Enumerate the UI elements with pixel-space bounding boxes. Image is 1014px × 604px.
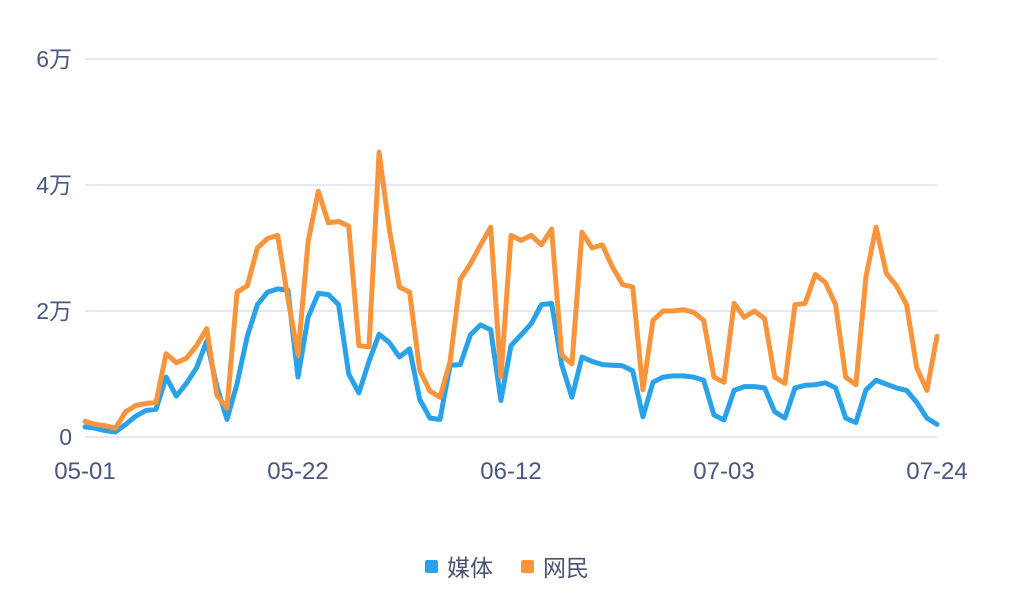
x-axis-tick-label: 05-22 — [267, 458, 329, 485]
y-axis-tick-label: 0 — [59, 424, 72, 450]
legend-item-netizen[interactable]: 网民 — [521, 549, 589, 583]
y-axis-tick-label: 2万 — [36, 298, 72, 324]
netizen-series-marker-icon — [521, 559, 534, 573]
x-axis-tick-label: 05-01 — [54, 458, 116, 485]
y-axis-tick-label: 4万 — [36, 172, 72, 198]
x-axis-tick-label: 07-03 — [693, 458, 755, 485]
x-axis-tick-label: 07-24 — [906, 458, 968, 485]
media-trend-line[interactable] — [82, 286, 940, 435]
netizen-trend-line[interactable] — [82, 149, 940, 431]
y-axis-tick-label: 6万 — [36, 46, 72, 72]
media-series-marker-icon — [425, 559, 438, 573]
x-axis-tick-label: 06-12 — [480, 458, 542, 485]
netizen-series-label: 网民 — [543, 555, 589, 581]
chart-legend: 媒体 网民 — [0, 549, 1014, 583]
media-series-label: 媒体 — [447, 555, 493, 581]
legend-item-media[interactable]: 媒体 — [425, 549, 493, 583]
